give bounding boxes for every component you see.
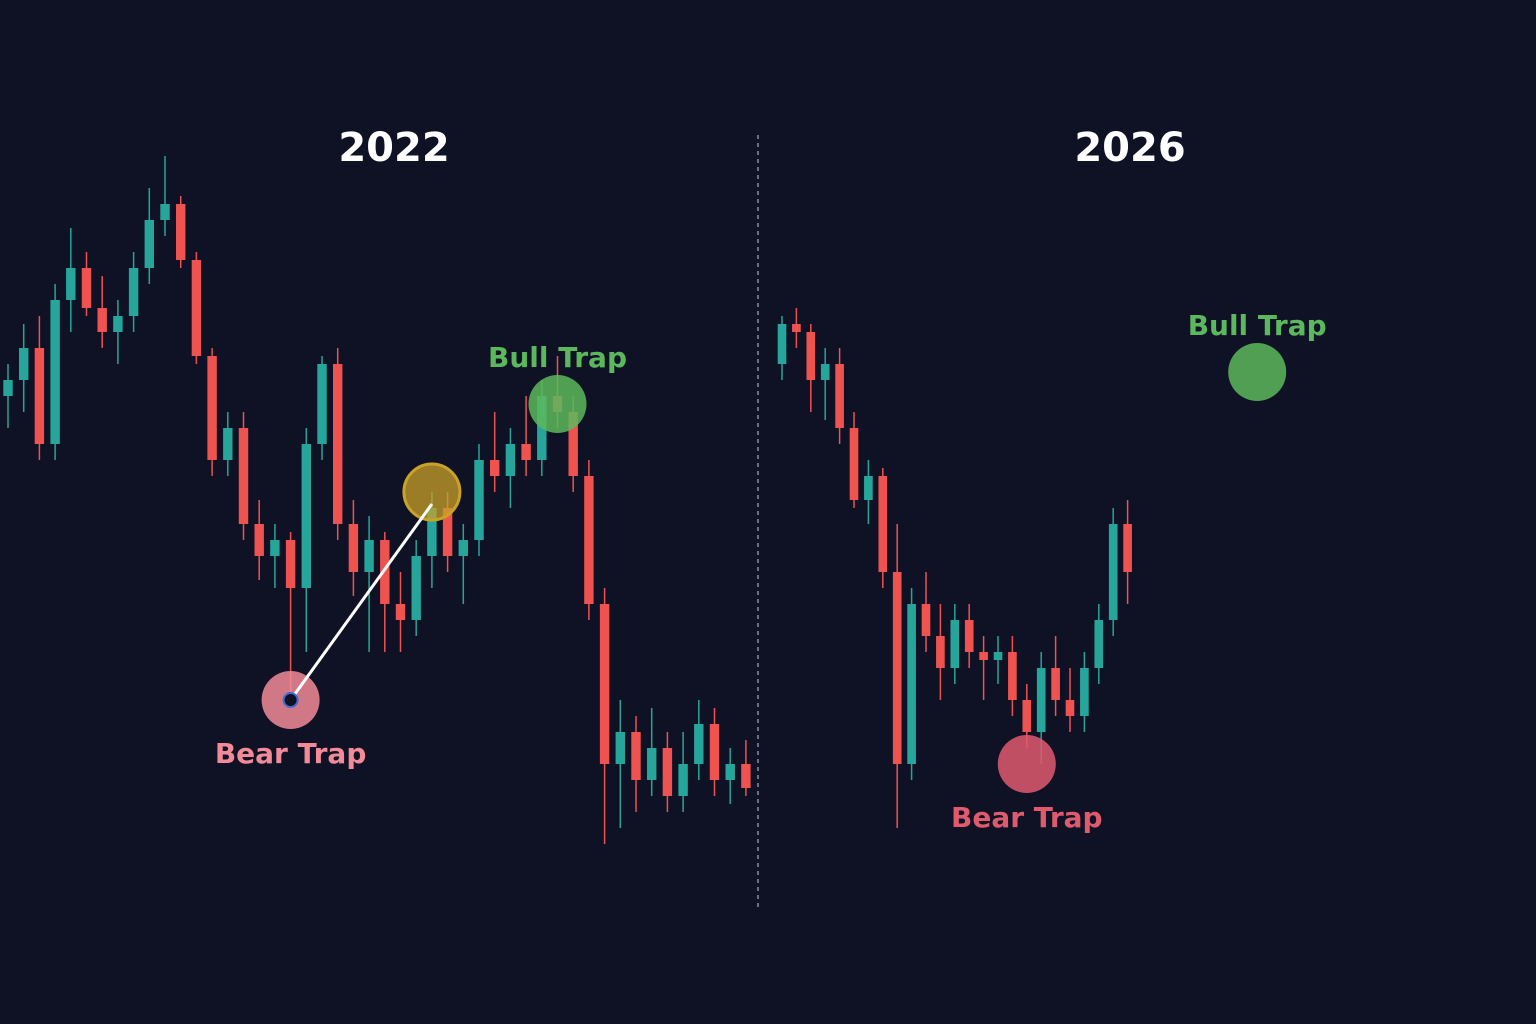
candle-body (741, 764, 751, 788)
candle-body (332, 364, 343, 524)
candle-body (1008, 652, 1017, 700)
candle-body (380, 540, 390, 604)
candle-body (301, 444, 312, 588)
candle-body (709, 724, 720, 780)
candle-body (427, 508, 437, 556)
candle-body (160, 204, 170, 220)
candle-body (1108, 524, 1118, 620)
candle-body (285, 540, 296, 588)
candle-body (395, 604, 406, 620)
candle-body (950, 620, 960, 668)
candle-body (97, 308, 107, 332)
candle-body (964, 620, 974, 652)
candle-body (458, 540, 469, 556)
annotation-label: Bear Trap (951, 801, 1103, 834)
candle-body (521, 444, 531, 460)
candle-body (678, 764, 688, 796)
annotation-label: Bull Trap (1188, 309, 1327, 342)
candle-body (270, 540, 280, 556)
annotation-marker (402, 462, 462, 522)
candle-body (849, 428, 859, 500)
candle-body (646, 748, 657, 780)
candle-body (907, 604, 916, 764)
candle-body (191, 260, 202, 356)
candle-body (442, 508, 453, 556)
candle-body (568, 412, 578, 476)
candle-body (725, 764, 735, 780)
annotation-marker (528, 375, 587, 433)
candle-body (1051, 668, 1060, 700)
candle-body (254, 524, 264, 556)
candle-body (223, 428, 233, 460)
annotation-marker (1228, 343, 1287, 401)
candle-body (1080, 668, 1089, 716)
candle-body (34, 348, 45, 444)
candle-body (1094, 620, 1104, 668)
annotation-label: Bear Trap (215, 737, 367, 770)
candle-body (411, 556, 421, 620)
candle-body (777, 324, 787, 364)
candle-body (979, 652, 988, 660)
annotation-label: Bull Trap (488, 341, 627, 374)
candle-body (18, 348, 29, 380)
candle-body (584, 476, 594, 604)
candle-body (892, 572, 902, 764)
candle-body (175, 204, 186, 260)
candle-body (1065, 700, 1075, 716)
candle-body (348, 524, 359, 572)
candle-body (993, 652, 1003, 660)
candle-body (128, 268, 139, 316)
candle-body (662, 748, 673, 796)
candle-body (489, 460, 500, 476)
candle-body (3, 380, 13, 396)
candle-body (1022, 700, 1032, 732)
candle-body (81, 268, 92, 308)
chart-title: 2026 (1074, 125, 1185, 171)
candle-body (207, 356, 217, 460)
chart-title: 2022 (338, 125, 449, 171)
candle-body (505, 444, 516, 476)
candle-body (864, 476, 873, 500)
candle-body (317, 364, 327, 444)
candle-body (835, 364, 844, 428)
candle-body (806, 332, 816, 380)
candle-body (936, 636, 945, 668)
candle-body (599, 604, 610, 764)
candle-body (50, 300, 60, 444)
candle-body (921, 604, 931, 636)
candle-body (238, 428, 249, 524)
candle-body (1036, 668, 1046, 732)
annotation-marker (997, 735, 1056, 793)
arrow (289, 503, 434, 701)
candle-body (474, 460, 484, 540)
candle-body (1123, 524, 1132, 572)
candle-body (694, 724, 704, 764)
candle-body (615, 732, 626, 764)
candle-body (820, 364, 830, 380)
candle-body (144, 220, 155, 268)
candle-body (364, 540, 374, 572)
arrow-origin (282, 692, 299, 708)
candle-body (631, 732, 641, 780)
candle-body (792, 324, 801, 332)
candle-body (66, 268, 76, 300)
candle-body (113, 316, 123, 332)
candle-body (878, 476, 888, 572)
